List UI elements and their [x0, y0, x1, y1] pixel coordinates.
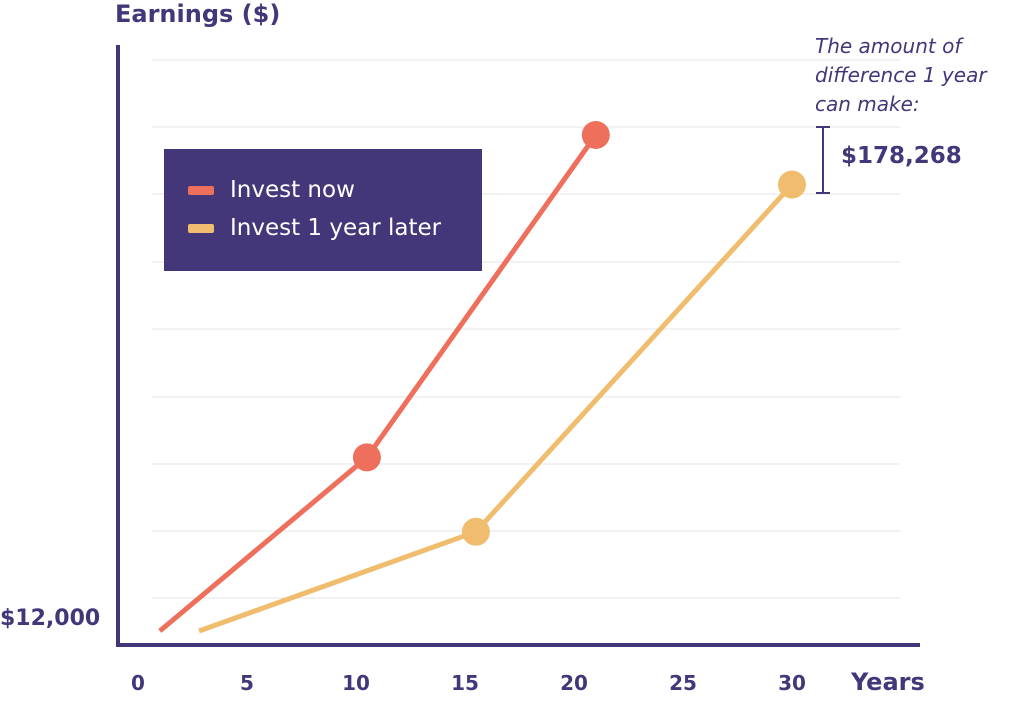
x-tick-label: 15 [451, 671, 479, 695]
x-axis-label: Years [851, 668, 925, 696]
start-value-label: $12,000 [0, 606, 101, 631]
y-axis-label: Earnings ($) [115, 0, 281, 28]
data-point [461, 517, 490, 546]
legend-label: Invest now [230, 177, 355, 203]
data-point [352, 443, 381, 472]
difference-value: $178,268 [841, 143, 962, 169]
legend-swatch-invest-now [188, 185, 214, 195]
x-tick-label: 10 [342, 671, 370, 695]
x-tick-label: 0 [131, 671, 145, 695]
x-tick-label: 5 [240, 671, 254, 695]
difference-annotation: The amount of difference 1 year can make… [815, 34, 987, 116]
x-tick-label: 30 [778, 671, 806, 695]
legend-swatch-invest-later [188, 223, 214, 233]
data-point [778, 170, 806, 199]
legend-label: Invest 1 year later [230, 215, 442, 241]
data-point [581, 121, 610, 149]
legend-item-invest-now: Invest now [188, 175, 355, 205]
legend: Invest now Invest 1 year later [164, 149, 482, 271]
x-tick-label: 25 [669, 671, 697, 695]
x-tick-label: 20 [560, 671, 588, 695]
legend-item-invest-later: Invest 1 year later [188, 213, 441, 243]
